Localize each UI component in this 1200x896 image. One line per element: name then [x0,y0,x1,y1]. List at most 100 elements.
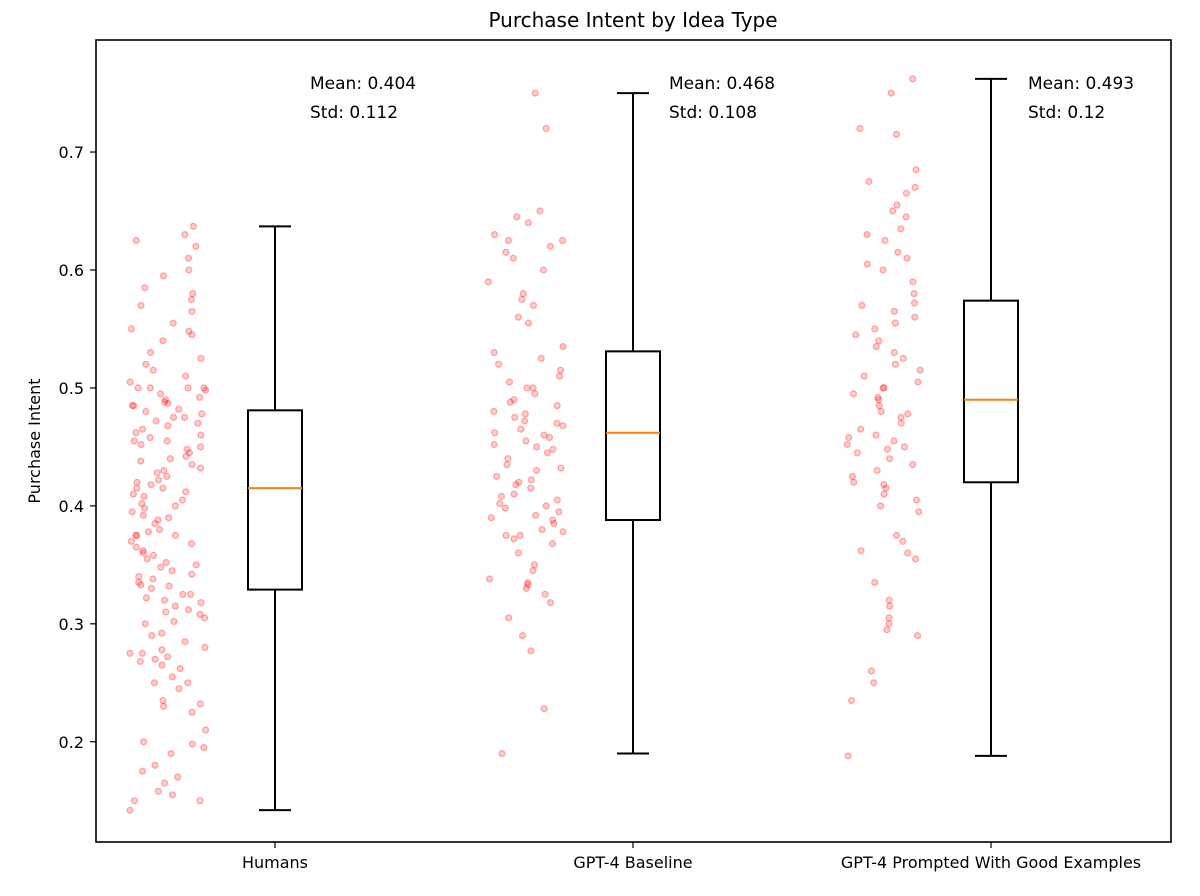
scatter-point [141,620,149,628]
scatter-point [875,337,883,345]
scatter-point [510,535,518,543]
scatter-point [843,440,851,449]
scatter-point [184,606,192,614]
scatter-point [188,307,196,315]
scatter-point [132,543,140,551]
scatter-point [886,455,894,463]
scatter-point [516,531,524,540]
scatter-point [484,278,492,286]
std-annotation: Std: 0.12 [1028,103,1105,123]
scatter-point [873,466,881,475]
scatter-point [491,429,499,437]
std-annotation: Std: 0.112 [310,103,398,123]
scatter-point [139,511,147,519]
scatter-point [188,708,196,716]
scatter-point [545,433,554,442]
scatter-point [184,254,193,262]
scatter-point [518,295,526,304]
scatter-point [504,455,512,463]
scatter-point [200,743,208,752]
scatter-point [171,502,179,510]
scatter-point [135,578,143,587]
scatter-point [540,705,548,713]
scatter-point [543,449,552,457]
scatter-point [872,431,880,439]
scatter-point [911,183,919,191]
scatter-point [890,307,899,315]
y-tick-label: 0.5 [59,379,84,398]
scatter-point [185,327,193,335]
scatter-point [202,726,210,734]
y-tick-label: 0.2 [59,733,84,752]
scatter-point [894,248,902,256]
scatter-point [196,464,205,472]
scatter-point [493,472,501,480]
scatter-point [161,398,169,406]
scatter-point [892,531,901,540]
scatter-point [132,429,140,437]
scatter-point [132,236,140,245]
scatter-point [139,425,147,433]
scatter-point [490,348,498,357]
scatter-point [127,325,135,333]
scatter-point [200,384,208,392]
scatter-point [857,547,865,555]
scatter-point [143,555,151,563]
scatter-point [890,437,898,445]
scatter-point [559,343,567,351]
scatter-point [498,749,506,758]
scatter-point [196,443,205,451]
scatter-point [181,231,189,239]
scatter-point [485,575,494,583]
scatter-point [522,437,530,445]
scatter-point [140,504,149,512]
scatter-point [557,464,565,472]
scatter-point [189,222,197,230]
scatter-point [892,130,901,138]
scatter-point [911,555,920,563]
scatter-point [139,549,147,557]
scatter-point [909,278,917,286]
scatter-point [521,410,529,418]
scatter-point [139,547,147,555]
scatter-point [532,443,541,451]
scatter-point [496,499,504,508]
scatter-point [858,301,866,309]
scatter-point [874,393,882,401]
scatter-point [511,413,519,421]
scatter-point [546,598,555,607]
scatter-point [876,502,885,510]
scatter-point [150,679,159,687]
x-tick-label: GPT-4 Prompted With Good Examples [841,853,1141,872]
scatter-point [553,496,561,504]
scatter-point [166,455,174,463]
scatter-point [154,516,162,524]
scatter-point [154,787,162,795]
scatter-point [148,631,156,640]
scatter-point [871,325,879,333]
scatter-point [897,413,905,421]
scatter-point [520,417,529,425]
scatter-point [140,738,148,746]
x-tick-label: Humans [242,853,308,872]
scatter-point [490,407,498,416]
scatter-point [532,511,540,519]
scatter-point [542,124,550,133]
scatter-point [196,393,204,401]
scatter-point [174,773,182,781]
scatter-point [885,596,893,604]
scatter-point [155,525,164,534]
scatter-point [160,466,168,475]
scatter-point [182,452,190,460]
scatter-point [198,410,206,418]
scatter-point [505,614,513,622]
scatter-point [127,537,135,545]
scatter-point [912,496,921,504]
scatter-point [903,254,911,262]
scatter-point [139,767,147,775]
scatter-point [188,570,196,578]
scatter-point [202,386,210,394]
scatter-point [169,319,177,327]
scatter-point [546,242,554,250]
scatter-point [880,384,888,392]
